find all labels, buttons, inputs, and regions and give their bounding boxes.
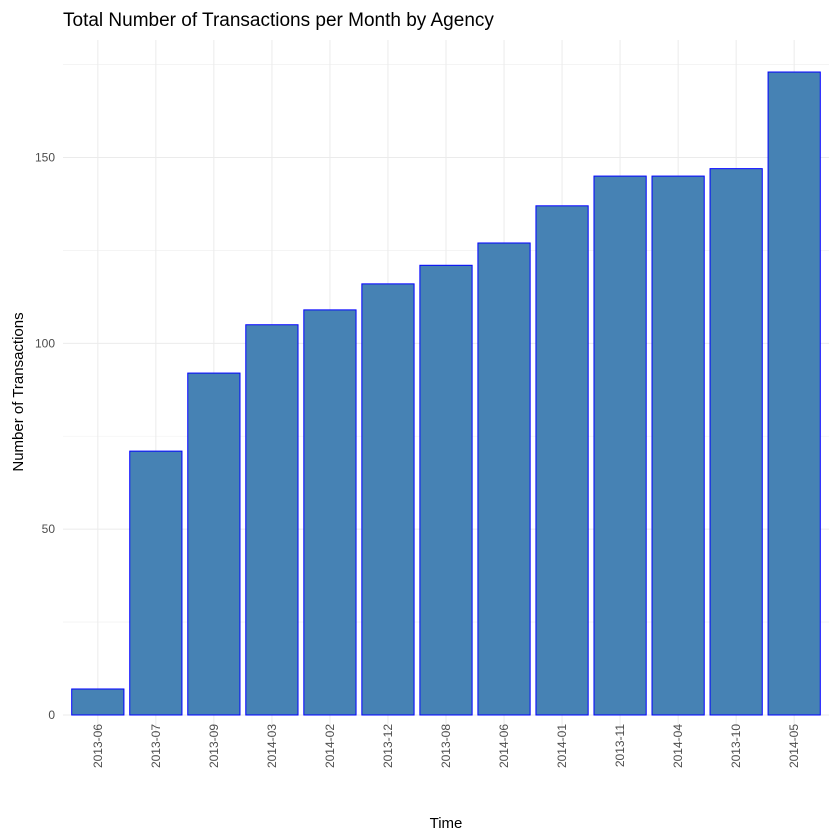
x-tick-label: 2014-04 — [671, 724, 685, 768]
bar — [71, 688, 125, 716]
bars — [71, 71, 821, 716]
x-tick-label: 2014-01 — [555, 724, 569, 768]
x-tick-label: 2014-05 — [787, 724, 801, 768]
chart-title: Total Number of Transactions per Month b… — [63, 10, 494, 31]
x-tick-label: 2013-12 — [381, 724, 395, 768]
y-tick-label: 0 — [48, 708, 55, 722]
bar — [303, 309, 357, 716]
x-tick-label: 2013-06 — [91, 724, 105, 768]
x-tick-label: 2013-07 — [149, 724, 163, 768]
y-tick-label: 50 — [42, 522, 56, 536]
x-tick-label: 2013-11 — [613, 724, 627, 767]
bar — [767, 71, 821, 716]
x-tick-label: 2013-08 — [439, 724, 453, 768]
bar — [187, 372, 241, 716]
bar — [535, 205, 589, 716]
bar — [129, 450, 183, 716]
bar — [477, 242, 531, 716]
x-tick-label: 2014-06 — [497, 724, 511, 768]
bar — [419, 264, 473, 716]
y-tick-labels: 0 50 100 150 — [35, 151, 55, 723]
x-tick-label: 2013-09 — [207, 724, 221, 768]
bar — [245, 324, 299, 716]
bar — [593, 175, 647, 716]
x-tick-labels: 2013-06 2013-07 2013-09 2014-03 2014-02 2013-… — [91, 724, 801, 768]
y-tick-label: 150 — [35, 151, 55, 165]
y-tick-label: 100 — [35, 336, 55, 350]
x-tick-label: 2014-02 — [323, 724, 337, 768]
y-axis-title: Number of Transactions — [10, 312, 27, 471]
bar — [651, 175, 705, 716]
bar — [709, 168, 763, 716]
x-tick-label: 2013-10 — [729, 724, 743, 768]
bar — [361, 283, 415, 716]
x-tick-label: 2014-03 — [265, 724, 279, 768]
x-axis-title: Time — [430, 815, 463, 832]
